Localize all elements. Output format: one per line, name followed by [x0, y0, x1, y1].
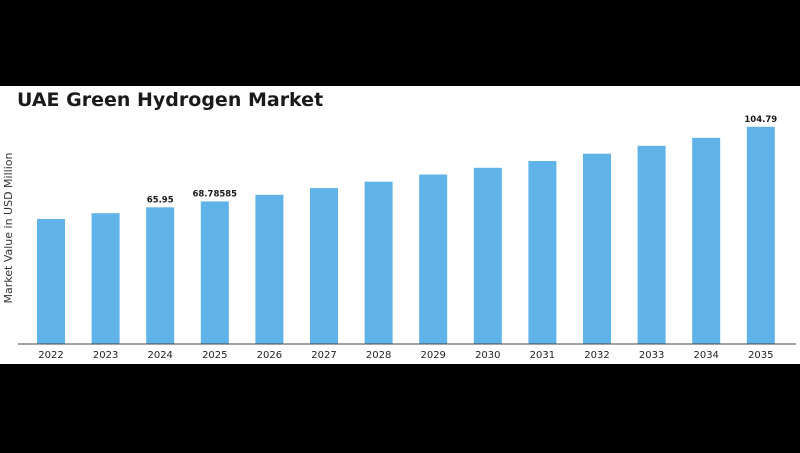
x-tick-label-2024: 2024	[147, 350, 172, 361]
bar-2030	[473, 167, 502, 344]
bars	[37, 126, 775, 344]
x-tick-label-2027: 2027	[311, 350, 336, 361]
bar-2034	[692, 137, 721, 344]
x-tick-label-2032: 2032	[584, 350, 609, 361]
x-tick-label-2030: 2030	[475, 350, 500, 361]
x-tick-label-2026: 2026	[257, 350, 282, 361]
chart-title: UAE Green Hydrogen Market	[17, 89, 324, 111]
data-label-2035: 104.79	[744, 115, 777, 125]
bar-2027	[310, 188, 338, 344]
x-tick-label-2034: 2034	[693, 350, 718, 361]
bar-2032	[583, 153, 611, 344]
bar-2035	[746, 126, 775, 344]
x-tick-label-2031: 2031	[530, 350, 555, 361]
y-axis-label: Market Value in USD Million	[2, 153, 15, 304]
bar-2025	[200, 201, 229, 344]
bar-chart: 2022 2023 2024 2025 2026 2027 2028 2029 2030 2031…	[2, 115, 796, 361]
bar-2024	[146, 207, 175, 344]
bar-2028	[364, 181, 393, 344]
data-label-2024: 65.95	[147, 195, 174, 205]
x-tick-label-2025: 2025	[202, 350, 227, 361]
bar-2031	[528, 161, 557, 344]
bar-2022	[37, 219, 65, 344]
bar-2033	[637, 145, 666, 344]
x-tick-label-2023: 2023	[93, 350, 118, 361]
bar-2023	[91, 213, 120, 344]
x-tick-label-2035: 2035	[748, 350, 773, 361]
bar-2026	[255, 194, 284, 344]
x-tick-labels: 2022 2023 2024 2025 2026 2027 2028 2029 2030 2031…	[38, 350, 773, 361]
data-label-2025: 68.78585	[192, 189, 237, 199]
x-tick-label-2029: 2029	[420, 350, 445, 361]
x-tick-label-2022: 2022	[38, 350, 63, 361]
x-tick-label-2033: 2033	[639, 350, 664, 361]
x-tick-label-2028: 2028	[366, 350, 391, 361]
data-labels: 65.95 68.78585 104.79	[147, 115, 778, 206]
chart-panel: UAE Green Hydrogen Market 2022 2023 2024 20…	[0, 86, 800, 364]
bar-2029	[419, 174, 448, 344]
